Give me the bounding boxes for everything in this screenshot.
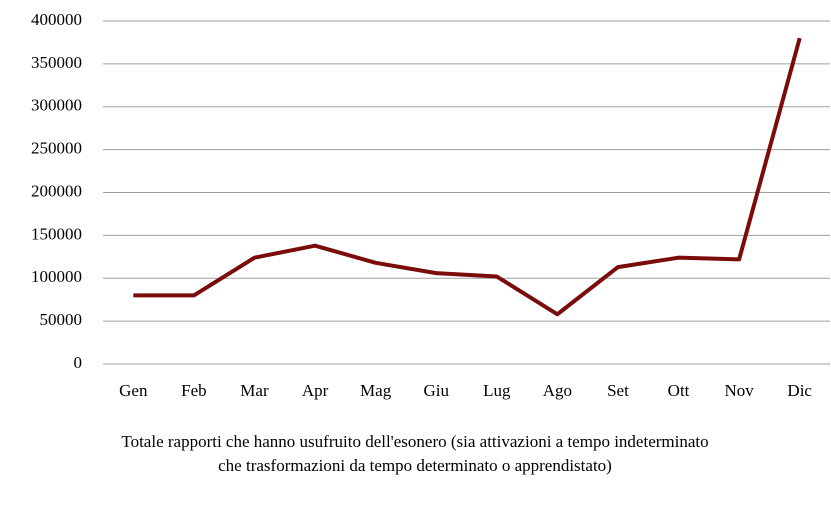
y-tick-label: 100000: [31, 267, 82, 286]
y-tick-label: 0: [74, 353, 83, 372]
y-tick-label: 350000: [31, 53, 82, 72]
x-tick-label: Feb: [181, 381, 207, 400]
x-tick-label: Giu: [423, 381, 449, 400]
chart: 0 50000 100000 150000 200000 250000 300000 3500…: [31, 10, 830, 400]
y-tick-label: 150000: [31, 224, 82, 243]
x-tick-label: Gen: [119, 381, 148, 400]
x-tick-label: Mag: [360, 381, 392, 400]
y-tick-label: 300000: [31, 96, 82, 115]
legend-entry: Totale rapporti che hanno usufruito dell…: [121, 432, 709, 475]
x-tick-label: Set: [607, 381, 629, 400]
x-tick-label: Nov: [724, 381, 754, 400]
y-tick-label: 50000: [40, 310, 83, 329]
x-tick-label: Ott: [668, 381, 690, 400]
series-line: [133, 37, 802, 317]
x-tick-label: Dic: [787, 381, 812, 400]
x-tick-label: Ago: [543, 381, 572, 400]
x-tick-label: Lug: [483, 381, 511, 400]
x-tick-label: Mar: [240, 381, 269, 400]
y-tick-label: 400000: [31, 10, 82, 29]
y-tick-label: 200000: [31, 181, 82, 200]
y-tick-label: 250000: [31, 139, 82, 158]
x-tick-label: Apr: [302, 381, 329, 400]
